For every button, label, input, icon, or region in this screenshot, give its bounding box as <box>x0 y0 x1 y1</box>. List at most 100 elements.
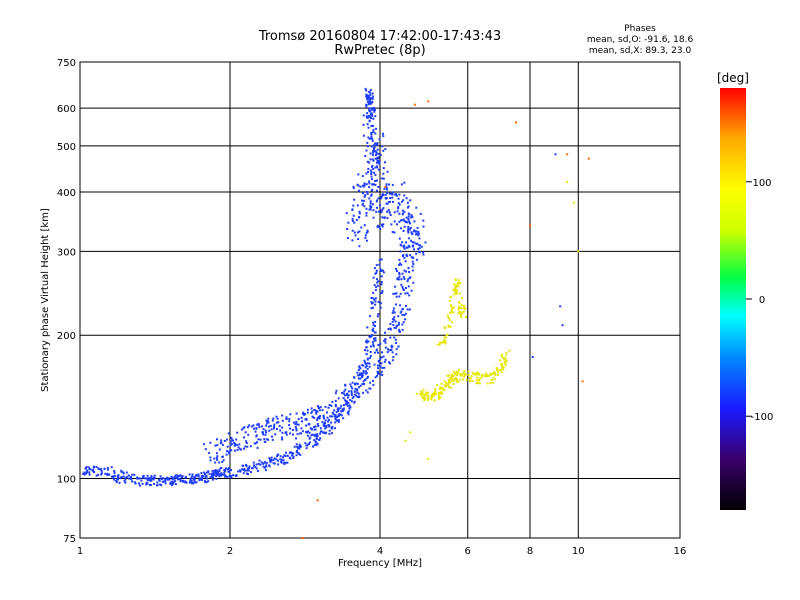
data-point <box>234 442 237 445</box>
data-point <box>283 461 286 464</box>
data-point <box>382 132 384 135</box>
data-point <box>398 193 401 196</box>
data-point <box>401 272 404 275</box>
data-point <box>365 103 368 106</box>
data-point <box>365 371 368 374</box>
data-point <box>378 263 381 266</box>
x-tick-label: 8 <box>527 546 533 557</box>
data-point <box>475 379 478 382</box>
data-point <box>403 277 406 280</box>
data-point <box>381 216 384 219</box>
data-point <box>359 377 362 380</box>
data-point <box>362 371 365 374</box>
data-point <box>95 466 98 468</box>
data-point <box>275 421 278 424</box>
data-point <box>449 325 452 328</box>
data-point <box>373 146 376 149</box>
data-point <box>443 380 446 383</box>
data-point <box>257 438 260 441</box>
data-point <box>417 232 420 235</box>
data-point <box>403 210 406 213</box>
data-point <box>476 373 479 376</box>
data-point <box>218 448 221 451</box>
data-point <box>359 185 362 188</box>
data-point <box>281 414 284 417</box>
data-point <box>97 473 100 476</box>
data-point <box>275 415 278 418</box>
data-point <box>365 207 368 210</box>
data-point <box>269 461 272 464</box>
data-point <box>379 365 382 368</box>
data-point <box>190 480 193 483</box>
data-point <box>421 391 424 393</box>
data-point <box>198 479 201 482</box>
data-point <box>106 468 109 471</box>
data-point <box>346 228 349 230</box>
data-point <box>369 354 372 357</box>
data-point <box>393 231 396 234</box>
data-point <box>329 415 332 418</box>
data-point <box>408 245 411 248</box>
data-point <box>397 315 400 318</box>
data-point <box>440 391 443 394</box>
data-point <box>353 376 356 379</box>
data-point <box>374 339 377 342</box>
data-point <box>451 378 454 380</box>
data-point <box>273 462 276 465</box>
data-point <box>354 393 357 396</box>
data-point <box>334 392 337 395</box>
data-point <box>359 373 362 376</box>
data-point <box>350 390 353 393</box>
data-point <box>374 300 377 303</box>
x-axis-ticks: 1 2 4 6 8 10 16 <box>77 546 687 557</box>
data-point <box>468 377 471 379</box>
data-point <box>171 478 174 481</box>
data-point <box>377 224 380 227</box>
data-point <box>358 212 361 215</box>
data-point <box>339 407 342 410</box>
data-point <box>493 378 496 381</box>
data-point <box>295 450 298 453</box>
data-point <box>362 192 364 195</box>
data-point <box>413 241 416 244</box>
data-point <box>250 425 253 428</box>
data-point <box>493 372 496 374</box>
data-point <box>266 422 269 425</box>
data-point <box>168 478 171 481</box>
data-point <box>173 480 176 483</box>
data-point <box>253 427 255 430</box>
data-point <box>289 413 292 416</box>
data-point <box>363 184 366 187</box>
data-point <box>272 458 275 461</box>
y-tick-label: 600 <box>57 104 76 115</box>
data-point <box>215 456 218 459</box>
data-point <box>371 108 374 111</box>
data-point <box>204 448 207 451</box>
data-point <box>378 138 381 141</box>
data-point <box>217 470 220 473</box>
data-point <box>108 473 111 476</box>
data-point <box>404 220 407 223</box>
data-point <box>315 412 318 415</box>
data-point <box>366 123 369 126</box>
data-point <box>374 303 377 306</box>
data-point <box>261 425 264 428</box>
data-point <box>365 115 368 118</box>
data-point <box>393 311 396 314</box>
data-point <box>288 451 291 454</box>
data-point <box>341 392 344 394</box>
data-point <box>406 201 409 204</box>
data-point <box>368 197 371 200</box>
data-point <box>356 391 359 394</box>
data-point <box>371 158 374 161</box>
data-point <box>447 378 450 381</box>
data-point <box>253 464 255 467</box>
data-point <box>347 411 349 414</box>
data-point <box>366 376 369 379</box>
data-point <box>328 404 331 406</box>
data-point <box>296 445 299 448</box>
data-point <box>281 438 284 441</box>
data-point <box>292 457 295 459</box>
data-point <box>366 326 369 329</box>
data-point <box>218 468 221 471</box>
